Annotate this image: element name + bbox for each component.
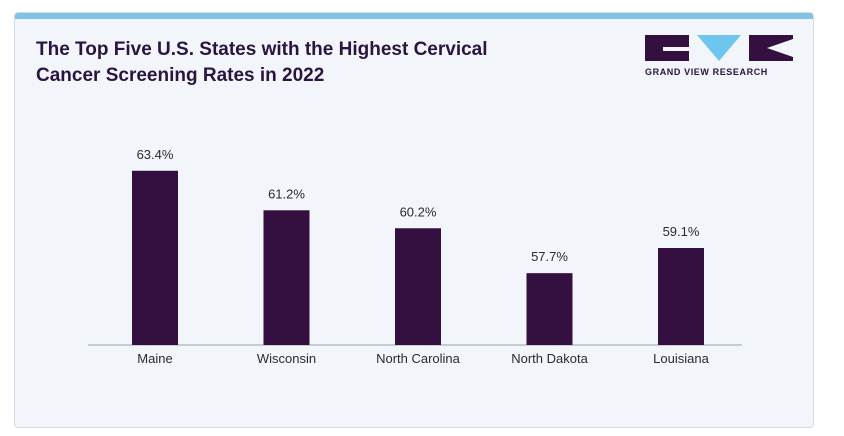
grand-view-research-logo: GRAND VIEW RESEARCH — [645, 35, 795, 81]
bar-maine — [132, 170, 178, 345]
value-label: 57.7% — [531, 249, 568, 264]
category-label: Louisiana — [653, 351, 709, 366]
value-label: 60.2% — [400, 204, 437, 219]
category-label: North Dakota — [511, 351, 588, 366]
value-label: 63.4% — [137, 147, 174, 162]
bar-louisiana — [658, 248, 704, 345]
category-label: North Carolina — [376, 351, 461, 366]
bar-wisconsin — [263, 210, 310, 345]
top-accent-bar — [15, 13, 813, 19]
bar-north-dakota — [526, 273, 573, 345]
value-label: 61.2% — [268, 186, 305, 201]
bar-north-carolina — [395, 228, 441, 345]
value-label: 59.1% — [663, 224, 700, 239]
logo-text: GRAND VIEW RESEARCH — [645, 67, 768, 77]
chart-title: The Top Five U.S. States with the Highes… — [36, 39, 488, 86]
gvr-logo-icon — [645, 35, 793, 61]
category-label: Wisconsin — [257, 351, 316, 366]
category-label: Maine — [137, 351, 172, 366]
